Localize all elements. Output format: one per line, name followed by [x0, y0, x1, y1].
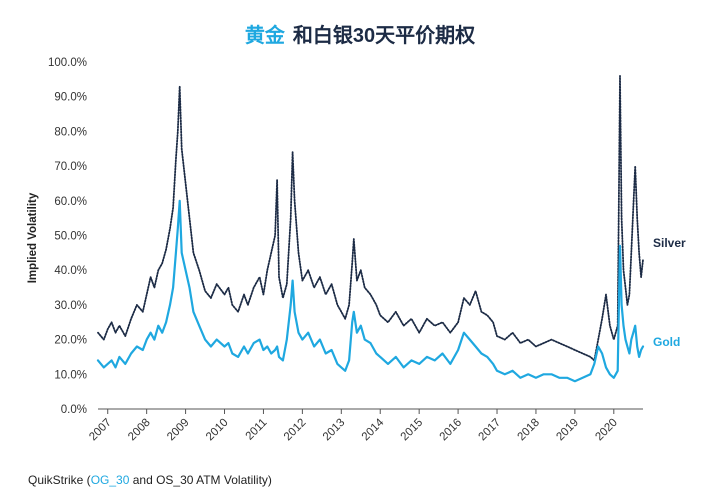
chart-title: 黄金 和白银30天平价期权 — [245, 23, 476, 47]
series-line-gold — [96, 199, 645, 383]
source-prefix: QuikStrike ( — [28, 473, 91, 487]
x-tick-label: 2018 — [515, 417, 542, 444]
x-tick-label: 2017 — [477, 417, 504, 444]
y-tick-label: 60.0% — [54, 196, 87, 208]
series-label-silver: Silver — [653, 236, 686, 250]
x-tick-label: 2010 — [204, 417, 231, 444]
y-tick-label: 70.0% — [54, 161, 87, 173]
chart-title-highlight: 黄金 — [245, 23, 286, 47]
y-tick-label: 40.0% — [54, 265, 87, 277]
x-axis: 2007 2008 2009 2010 2011 2012 2013 2014 2015 2016… — [87, 408, 643, 444]
y-tick-label: 100.0% — [48, 57, 87, 69]
y-tick-label: 10.0% — [54, 369, 87, 381]
chart-title-rest: 和白银30天平价期权 — [293, 23, 476, 47]
x-tick-label: 2009 — [165, 417, 192, 444]
x-tick-label: 2012 — [282, 417, 309, 444]
x-tick-label: 2016 — [438, 417, 465, 444]
source-suffix: and OS_30 ATM Volatility) — [129, 473, 272, 487]
y-axis-title: Implied Volatility — [27, 192, 39, 283]
series-line-silver — [97, 75, 644, 362]
x-tick-label: 2013 — [321, 417, 348, 444]
source-note: QuikStrike (OG_30 and OS_30 ATM Volatili… — [28, 473, 272, 487]
series-layer — [96, 75, 645, 383]
x-tick-label: 2019 — [554, 417, 581, 444]
y-axis: 0.0% 10.0% 20.0% 30.0% 40.0% 50.0% 60.0% 70.0% 8… — [48, 57, 87, 416]
series-label-gold: Gold — [653, 335, 680, 349]
source-highlight: OG_30 — [91, 473, 130, 487]
x-tick-label: 2007 — [87, 417, 114, 444]
y-tick-label: 50.0% — [54, 231, 87, 243]
y-tick-label: 80.0% — [54, 126, 87, 138]
x-tick-label: 2014 — [360, 416, 387, 443]
y-tick-label: 90.0% — [54, 92, 87, 104]
y-tick-label: 20.0% — [54, 335, 87, 347]
x-tick-label: 2020 — [593, 417, 620, 444]
y-tick-label: 30.0% — [54, 300, 87, 312]
x-tick-label: 2015 — [399, 417, 426, 444]
y-tick-label: 0.0% — [61, 404, 87, 416]
x-tick-label: 2011 — [244, 417, 270, 443]
x-tick-label: 2008 — [126, 417, 153, 444]
